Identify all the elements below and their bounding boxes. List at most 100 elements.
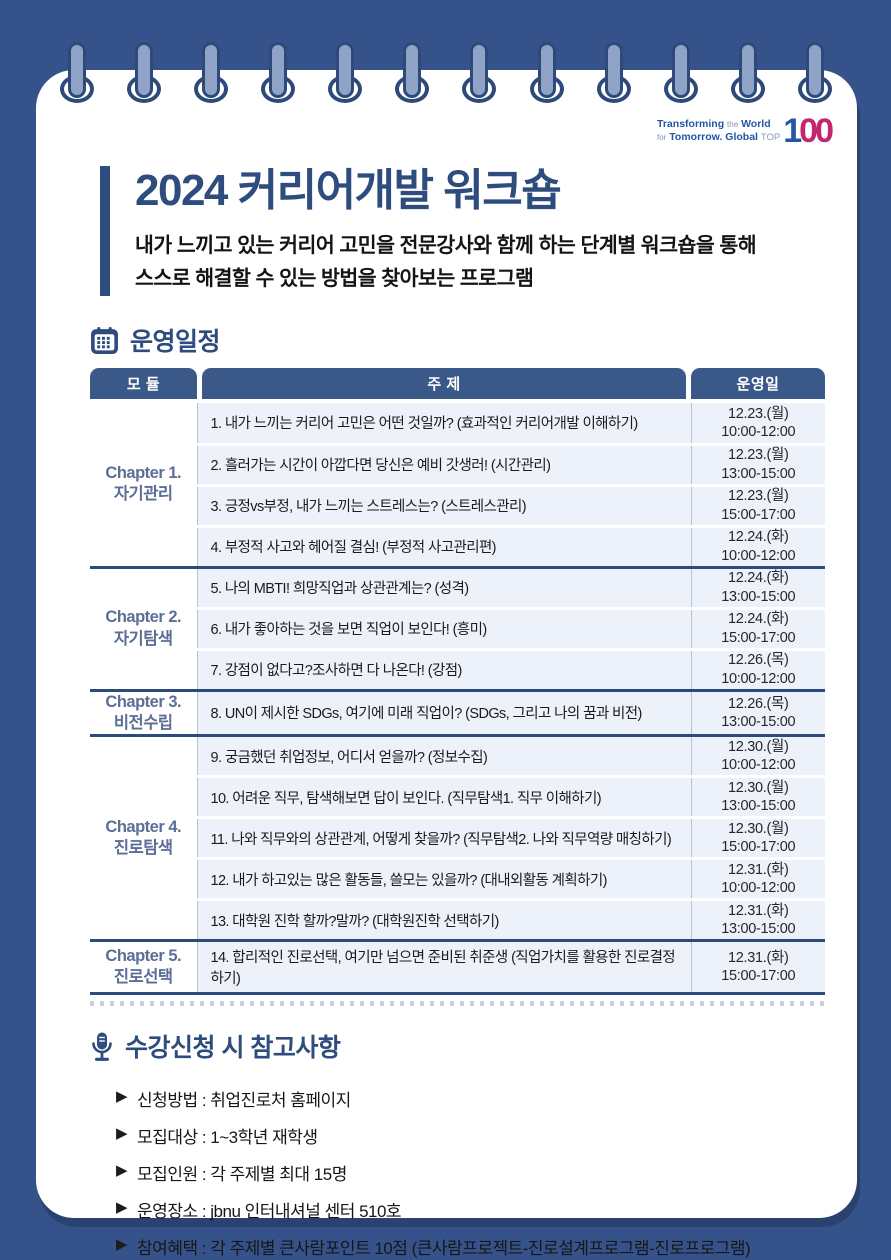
table-row: 4. 부정적 사고와 헤어질 결심! (부정적 사고관리편) 12.24.(화)… xyxy=(90,524,825,567)
module-cell-chapter-1: Chapter 1. 자기관리 xyxy=(90,403,198,567)
list-item: ▶ 참여혜택 : 각 주제별 큰사람포인트 10점 (큰사람프로젝트-진로설계프… xyxy=(116,1234,825,1259)
table-row: 7. 강점이 없다고?조사하면 다 나온다! (강점) 12.26.(목) 10… xyxy=(90,647,825,690)
logo-word-transforming: Transforming xyxy=(657,118,725,131)
binder-ring xyxy=(730,42,765,103)
date-cell: 12.30.(월) 13:00-15:00 xyxy=(691,775,825,818)
subtitle-line-2: 스스로 해결할 수 있는 방법을 찾아보는 프로그램 xyxy=(135,266,534,290)
list-item: ▶ 모집인원 : 각 주제별 최대 15명 xyxy=(116,1160,825,1185)
subtitle-line-1: 내가 느끼고 있는 커리어 고민을 전문강사와 함께 하는 단계별 워크숍을 통… xyxy=(135,234,757,258)
date-cell: 12.26.(목) 13:00-15:00 xyxy=(691,688,825,736)
triangle-bullet-icon: ▶ xyxy=(116,1236,128,1253)
module-cell-chapter-5: Chapter 5. 진로선택 xyxy=(90,939,198,994)
table-row: 10. 어려운 직무, 탐색해보면 답이 보인다. (직무탐색1. 직무 이해하… xyxy=(90,775,825,818)
date-cell: 12.23.(월) 15:00-17:00 xyxy=(691,483,825,526)
schedule-section-header: 운영일정 xyxy=(90,322,825,358)
notebook-page: Transforming the World for Tomorrow. Glo… xyxy=(36,70,857,1258)
list-item: ▶ 신청방법 : 취업진로처 홈페이지 xyxy=(116,1086,825,1111)
column-header-date: 운영일 xyxy=(691,368,825,399)
university-logo: Transforming the World for Tomorrow. Glo… xyxy=(657,112,834,150)
logo-word-global: Global xyxy=(725,131,758,143)
topic-cell: 6. 내가 좋아하는 것을 보면 직업이 보인다! (흥미) xyxy=(197,606,692,649)
logo-word-tomorrow: Tomorrow. xyxy=(669,131,723,143)
topic-cell: 13. 대학원 진학 할까?말까? (대학원진학 선택하기) xyxy=(197,898,692,941)
note-text: 참여혜택 : 각 주제별 큰사람포인트 10점 (큰사람프로젝트-진로설계프로그… xyxy=(137,1239,751,1258)
table-row: 12. 내가 하고있는 많은 활동들, 쓸모는 있을까? (대내외활동 계획하기… xyxy=(90,857,825,900)
date-cell: 12.31.(화) 13:00-15:00 xyxy=(691,898,825,941)
date-cell: 12.31.(화) 10:00-12:00 xyxy=(691,857,825,900)
table-row: 11. 나와 직무와의 상관관계, 어떻게 찾을까? (직무탐색2. 나와 직무… xyxy=(90,816,825,859)
logo-word-world: World xyxy=(741,118,771,131)
note-text: 신청방법 : 취업진로처 홈페이지 xyxy=(137,1091,351,1110)
notes-section: 수강신청 시 참고사항 ▶ 신청방법 : 취업진로처 홈페이지 ▶ 모집대상 :… xyxy=(90,1028,825,1260)
topic-cell: 7. 강점이 없다고?조사하면 다 나온다! (강점) xyxy=(197,647,692,690)
table-row: Chapter 1. 자기관리 1. 내가 느끼는 커리어 고민은 어떤 것일까… xyxy=(90,403,825,567)
table-row: 2. 흘러가는 시간이 아깝다면 당신은 예비 갓생러! (시간관리) 12.2… xyxy=(90,442,825,485)
binder-ring xyxy=(328,42,363,103)
column-header-module: 모 듈 xyxy=(90,368,197,399)
binder-ring xyxy=(596,42,631,103)
topic-cell: 10. 어려운 직무, 탐색해보면 답이 보인다. (직무탐색1. 직무 이해하… xyxy=(197,775,692,818)
date-cell: 12.24.(화) 10:00-12:00 xyxy=(691,524,825,567)
topic-cell: 14. 합리적인 진로선택, 여기만 넘으면 준비된 취준생 (직업가치를 활용… xyxy=(197,939,692,994)
column-header-topic: 주 제 xyxy=(202,368,686,399)
binder-ring xyxy=(395,42,430,103)
binder-ring xyxy=(529,42,564,103)
triangle-bullet-icon: ▶ xyxy=(116,1162,128,1179)
page-subtitle: 내가 느끼고 있는 커리어 고민을 전문강사와 함께 하는 단계별 워크숍을 통… xyxy=(135,230,757,296)
triangle-bullet-icon: ▶ xyxy=(116,1088,128,1105)
notes-section-title: 수강신청 시 참고사항 xyxy=(125,1034,341,1062)
binder-ring xyxy=(60,42,94,103)
logo-word-the: the xyxy=(727,120,739,130)
binder-rings xyxy=(60,42,832,103)
binder-ring xyxy=(462,42,497,103)
module-cell-chapter-3: Chapter 3. 비전수립 xyxy=(90,688,198,736)
notes-section-header: 수강신청 시 참고사항 xyxy=(90,1028,825,1064)
calendar-icon xyxy=(91,325,118,354)
table-row: 6. 내가 좋아하는 것을 보면 직업이 보인다! (흥미) 12.24.(화)… xyxy=(90,606,825,649)
date-cell: 12.24.(화) 15:00-17:00 xyxy=(691,606,825,649)
date-cell: 12.23.(월) 13:00-15:00 xyxy=(691,442,825,485)
list-item: ▶ 모집대상 : 1~3학년 재학생 xyxy=(116,1123,825,1148)
topic-cell: 9. 궁금했던 취업정보, 어디서 얻을까? (정보수집) xyxy=(197,734,692,777)
table-row: Chapter 4. 진로탐색 9. 궁금했던 취업정보, 어디서 얻을까? (… xyxy=(90,734,825,941)
table-row: 13. 대학원 진학 할까?말까? (대학원진학 선택하기) 12.31.(화)… xyxy=(90,898,825,941)
topic-cell: 1. 내가 느끼는 커리어 고민은 어떤 것일까? (효과적인 커리어개발 이해… xyxy=(197,403,692,444)
logo-text: Transforming the World for Tomorrow. Glo… xyxy=(657,118,780,143)
logo-word-top: TOP xyxy=(760,132,781,143)
topic-cell: 12. 내가 하고있는 많은 활동들, 쓸모는 있을까? (대내외활동 계획하기… xyxy=(197,857,692,900)
topic-cell: 4. 부정적 사고와 헤어질 결심! (부정적 사고관리편) xyxy=(197,524,692,567)
topic-cell: 11. 나와 직무와의 상관관계, 어떻게 찾을까? (직무탐색2. 나와 직무… xyxy=(197,816,692,859)
topic-cell: 5. 나의 MBTI! 희망직업과 상관관계는? (성격) xyxy=(197,565,692,608)
date-cell: 12.31.(화) 15:00-17:00 xyxy=(691,939,825,994)
table-row: Chapter 2. 자기탐색 5. 나의 MBTI! 희망직업과 상관관계는?… xyxy=(90,565,825,690)
note-text: 운영장소 : jbnu 인터내셔널 센터 510호 xyxy=(137,1202,402,1221)
schedule-section-title: 운영일정 xyxy=(130,328,221,356)
triangle-bullet-icon: ▶ xyxy=(116,1199,128,1216)
module-cell-chapter-4: Chapter 4. 진로탐색 xyxy=(90,734,198,941)
binder-ring xyxy=(797,42,832,103)
binder-ring xyxy=(663,42,698,103)
page-title: 2024 커리어개발 워크숍 xyxy=(135,166,562,215)
binder-ring xyxy=(127,42,162,103)
module-cell-chapter-2: Chapter 2. 자기탐색 xyxy=(90,565,198,690)
date-cell: 12.23.(월) 10:00-12:00 xyxy=(691,403,825,444)
table-row: 3. 긍정vs부정, 내가 느끼는 스트레스는? (스트레스관리) 12.23.… xyxy=(90,483,825,526)
note-text: 모집인원 : 각 주제별 최대 15명 xyxy=(137,1165,347,1184)
triangle-bullet-icon: ▶ xyxy=(116,1125,128,1142)
date-cell: 12.30.(월) 15:00-17:00 xyxy=(691,816,825,859)
topic-cell: 8. UN이 제시한 SDGs, 여기에 미래 직업이? (SDGs, 그리고 … xyxy=(197,688,692,736)
schedule-section: 운영일정 모 듈 주 제 운영일 Chapter 1. 자기관리 1. 내가 느… xyxy=(90,322,825,1007)
microphone-icon xyxy=(92,1032,112,1061)
table-row: Chapter 3. 비전수립 8. UN이 제시한 SDGs, 여기에 미래 … xyxy=(90,688,825,736)
date-cell: 12.30.(월) 10:00-12:00 xyxy=(691,734,825,777)
title-accent-bar xyxy=(100,166,110,296)
title-block: 2024 커리어개발 워크숍 내가 느끼고 있는 커리어 고민을 전문강사와 함… xyxy=(100,166,757,296)
topic-cell: 3. 긍정vs부정, 내가 느끼는 스트레스는? (스트레스관리) xyxy=(197,483,692,526)
binder-ring xyxy=(194,42,229,103)
logo-word-for: for xyxy=(657,133,667,142)
date-cell: 12.24.(화) 13:00-15:00 xyxy=(691,565,825,608)
list-item: ▶ 운영장소 : jbnu 인터내셔널 센터 510호 xyxy=(116,1197,825,1222)
note-text: 모집대상 : 1~3학년 재학생 xyxy=(137,1128,318,1147)
logo-100-icon: 100 xyxy=(783,112,834,150)
